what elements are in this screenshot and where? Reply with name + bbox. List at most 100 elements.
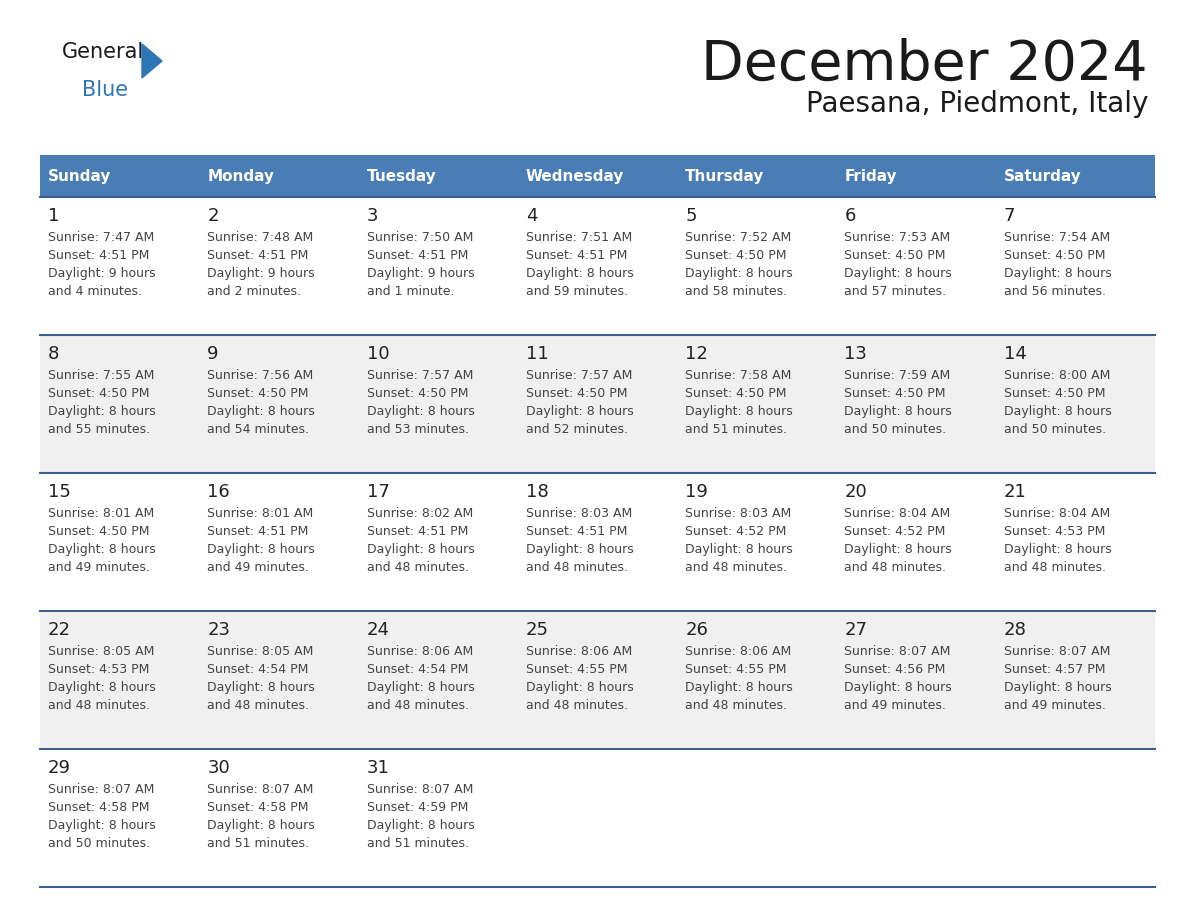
Text: Sunset: 4:50 PM: Sunset: 4:50 PM [845,249,946,262]
Text: Tuesday: Tuesday [367,169,436,184]
Text: Sunset: 4:55 PM: Sunset: 4:55 PM [526,663,627,676]
Text: 24: 24 [367,621,390,639]
Text: 13: 13 [845,345,867,363]
Text: Sunset: 4:50 PM: Sunset: 4:50 PM [48,525,150,538]
Text: Daylight: 8 hours: Daylight: 8 hours [367,681,474,694]
Text: and 48 minutes.: and 48 minutes. [526,699,627,712]
Text: Sunset: 4:51 PM: Sunset: 4:51 PM [367,249,468,262]
Text: Sunset: 4:50 PM: Sunset: 4:50 PM [48,387,150,400]
Text: 19: 19 [685,483,708,501]
Text: Sunrise: 8:05 AM: Sunrise: 8:05 AM [207,645,314,658]
Text: and 50 minutes.: and 50 minutes. [1004,423,1106,436]
Text: Sunset: 4:55 PM: Sunset: 4:55 PM [685,663,786,676]
Bar [677,155,836,197]
Text: 6: 6 [845,207,855,225]
Text: and 48 minutes.: and 48 minutes. [367,699,468,712]
Text: 29: 29 [48,759,71,777]
Text: and 56 minutes.: and 56 minutes. [1004,285,1106,298]
Text: 17: 17 [367,483,390,501]
Text: Saturday: Saturday [1004,169,1081,184]
Text: Sunrise: 8:06 AM: Sunrise: 8:06 AM [685,645,791,658]
Text: Paesana, Piedmont, Italy: Paesana, Piedmont, Italy [805,90,1148,118]
Text: Sunset: 4:53 PM: Sunset: 4:53 PM [48,663,150,676]
Text: 15: 15 [48,483,71,501]
Bar [40,473,1155,611]
Text: and 50 minutes.: and 50 minutes. [845,423,947,436]
Text: Daylight: 8 hours: Daylight: 8 hours [1004,405,1112,418]
Text: and 48 minutes.: and 48 minutes. [526,561,627,574]
Text: Sunrise: 7:55 AM: Sunrise: 7:55 AM [48,369,154,382]
Text: Sunrise: 7:57 AM: Sunrise: 7:57 AM [526,369,632,382]
Text: Sunrise: 8:00 AM: Sunrise: 8:00 AM [1004,369,1110,382]
Text: Sunset: 4:51 PM: Sunset: 4:51 PM [526,249,627,262]
Text: and 48 minutes.: and 48 minutes. [48,699,150,712]
Text: Daylight: 8 hours: Daylight: 8 hours [685,543,792,556]
Text: Sunset: 4:54 PM: Sunset: 4:54 PM [367,663,468,676]
Text: Daylight: 9 hours: Daylight: 9 hours [207,267,315,280]
Bar [40,335,1155,473]
Text: Sunday: Sunday [48,169,112,184]
Text: Daylight: 8 hours: Daylight: 8 hours [526,405,633,418]
Text: and 48 minutes.: and 48 minutes. [367,561,468,574]
Text: and 49 minutes.: and 49 minutes. [845,699,947,712]
Text: and 58 minutes.: and 58 minutes. [685,285,788,298]
Bar [359,155,518,197]
Text: Daylight: 8 hours: Daylight: 8 hours [48,543,156,556]
Text: Daylight: 8 hours: Daylight: 8 hours [685,681,792,694]
Text: Daylight: 8 hours: Daylight: 8 hours [207,819,315,832]
Text: Sunset: 4:50 PM: Sunset: 4:50 PM [207,387,309,400]
Text: Sunset: 4:56 PM: Sunset: 4:56 PM [845,663,946,676]
Text: 21: 21 [1004,483,1026,501]
Text: 11: 11 [526,345,549,363]
Text: Daylight: 8 hours: Daylight: 8 hours [1004,267,1112,280]
Text: Sunrise: 7:59 AM: Sunrise: 7:59 AM [845,369,950,382]
Bar [40,611,1155,749]
Text: Sunset: 4:50 PM: Sunset: 4:50 PM [845,387,946,400]
Text: Daylight: 8 hours: Daylight: 8 hours [845,543,952,556]
Text: Sunrise: 7:56 AM: Sunrise: 7:56 AM [207,369,314,382]
Text: 8: 8 [48,345,59,363]
Text: Sunset: 4:54 PM: Sunset: 4:54 PM [207,663,309,676]
Text: Monday: Monday [207,169,274,184]
Text: and 51 minutes.: and 51 minutes. [207,837,309,850]
Text: and 52 minutes.: and 52 minutes. [526,423,627,436]
Text: 1: 1 [48,207,59,225]
Text: and 48 minutes.: and 48 minutes. [207,699,309,712]
Text: Sunrise: 7:52 AM: Sunrise: 7:52 AM [685,231,791,244]
Text: Daylight: 8 hours: Daylight: 8 hours [207,681,315,694]
Text: Daylight: 8 hours: Daylight: 8 hours [48,405,156,418]
Text: Daylight: 9 hours: Daylight: 9 hours [48,267,156,280]
Text: Daylight: 8 hours: Daylight: 8 hours [207,405,315,418]
Text: General: General [62,42,144,62]
Text: and 2 minutes.: and 2 minutes. [207,285,302,298]
Text: Sunset: 4:58 PM: Sunset: 4:58 PM [48,801,150,814]
Text: Blue: Blue [82,80,128,100]
Text: and 49 minutes.: and 49 minutes. [48,561,150,574]
Text: Sunrise: 8:07 AM: Sunrise: 8:07 AM [845,645,950,658]
Text: 28: 28 [1004,621,1026,639]
Text: Sunset: 4:51 PM: Sunset: 4:51 PM [526,525,627,538]
Text: Daylight: 8 hours: Daylight: 8 hours [526,681,633,694]
Text: Daylight: 8 hours: Daylight: 8 hours [685,267,792,280]
Text: Sunrise: 7:48 AM: Sunrise: 7:48 AM [207,231,314,244]
Text: Thursday: Thursday [685,169,765,184]
Text: and 49 minutes.: and 49 minutes. [1004,699,1106,712]
Text: Daylight: 8 hours: Daylight: 8 hours [207,543,315,556]
Text: Sunrise: 8:05 AM: Sunrise: 8:05 AM [48,645,154,658]
Bar [40,197,1155,335]
Text: Sunrise: 8:07 AM: Sunrise: 8:07 AM [207,783,314,796]
Bar [836,155,996,197]
Text: 10: 10 [367,345,390,363]
Text: 7: 7 [1004,207,1016,225]
Text: Friday: Friday [845,169,897,184]
Text: Sunrise: 8:01 AM: Sunrise: 8:01 AM [48,507,154,520]
Text: Sunrise: 7:50 AM: Sunrise: 7:50 AM [367,231,473,244]
Text: and 4 minutes.: and 4 minutes. [48,285,143,298]
Text: Sunset: 4:51 PM: Sunset: 4:51 PM [367,525,468,538]
Text: Wednesday: Wednesday [526,169,624,184]
Text: Daylight: 8 hours: Daylight: 8 hours [1004,543,1112,556]
Text: Sunrise: 8:01 AM: Sunrise: 8:01 AM [207,507,314,520]
Text: 9: 9 [207,345,219,363]
Text: Sunset: 4:50 PM: Sunset: 4:50 PM [685,387,786,400]
Text: and 50 minutes.: and 50 minutes. [48,837,150,850]
